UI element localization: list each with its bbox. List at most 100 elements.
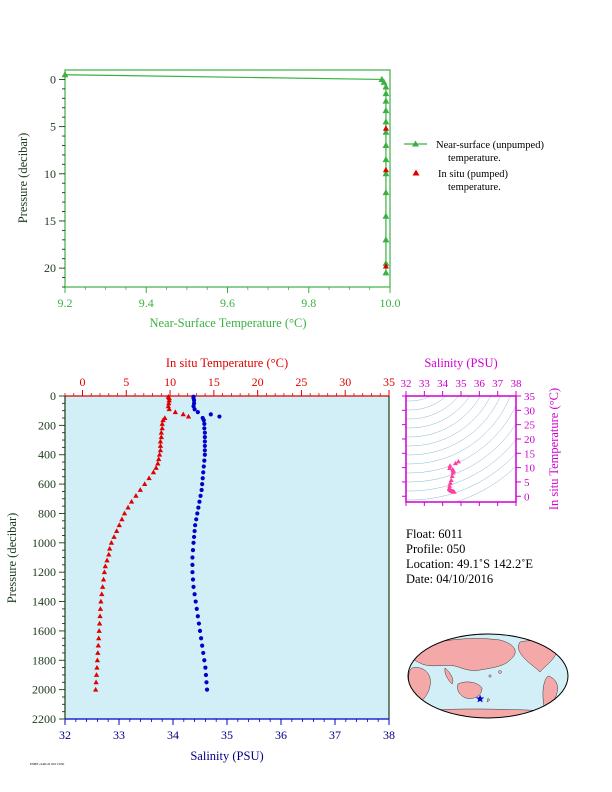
float-location: Location: 49.1˚S 142.2˚E: [406, 557, 533, 571]
salinity-axis-title: Salinity (PSU): [190, 749, 263, 763]
ts-x-tick-label: 37: [492, 378, 504, 390]
ts-temperature-ticks: 0 5 10 15 20 25 30 35: [402, 391, 536, 503]
ts-point: [453, 460, 458, 466]
salinity-point: [190, 555, 195, 560]
in-situ-point: [382, 166, 389, 173]
temperature-point: [99, 584, 106, 589]
temperature-point: [156, 451, 163, 457]
legend-green-triangle: [412, 140, 419, 147]
world-map: [407, 633, 569, 719]
y-tick-label: 15: [44, 214, 56, 228]
isopycnal-line: [406, 453, 516, 501]
temperature-point: [157, 438, 164, 444]
ts-x-tick-label: 33: [419, 378, 431, 390]
x-tick-label: 9.4: [139, 296, 154, 310]
ts-x-tick-label: 34: [437, 378, 449, 390]
salinity-point: [191, 540, 196, 545]
sal-tick-label: 33: [113, 728, 125, 742]
map-frame: [407, 633, 569, 719]
salinity-point: [191, 584, 196, 589]
near-surface-point: [382, 170, 390, 177]
salinity-point: [201, 470, 206, 475]
sal-tick-label: 37: [329, 728, 341, 742]
salinity-point: [201, 650, 206, 656]
profile-chart: 0 5 10 15 20 25 30 35 32 33 34 35 36 37 38 0 200 400 600…: [5, 356, 395, 763]
pressure-ticks: 0 200 400 600 800 1000 1200 1400 1600 1800 2000 220…: [32, 389, 65, 726]
ts-y-tick-label: 0: [524, 491, 530, 503]
salinity-point: [194, 606, 199, 611]
salinity-point: [190, 570, 195, 575]
temperature-point: [94, 657, 101, 663]
salinity-point: [202, 458, 207, 463]
salinity-point: [195, 410, 200, 415]
ts-x-tick-label: 32: [401, 378, 412, 390]
near-surface-point: [382, 83, 390, 90]
temperature-point: [106, 545, 113, 551]
ts-isopycnal-lines: [406, 396, 516, 502]
temp-tick-label: 5: [123, 375, 129, 389]
near-surface-point: [382, 189, 390, 196]
isopycnal-line: [406, 439, 516, 492]
salinity-point: [191, 534, 197, 540]
temperature-point: [94, 664, 100, 670]
ts-x-tick-label: 36: [474, 378, 486, 390]
isopycnal-line: [406, 396, 511, 465]
pressure-tick-label: 2000: [32, 683, 56, 697]
float-info: Float: 6011 Profile: 050 Location: 49.1˚…: [406, 527, 533, 586]
salinity-point: [192, 592, 197, 597]
near-surface-x-ticks: 9.2 9.4 9.6 9.8 10.0: [58, 287, 401, 310]
near-surface-point: [382, 118, 390, 125]
ts-point: [447, 480, 453, 485]
ts-points: [446, 459, 461, 494]
ts-point: [449, 473, 455, 479]
pressure-tick-label: 600: [38, 477, 56, 491]
legend-entry-2-line2: temperature.: [448, 182, 501, 193]
temperature-point: [142, 481, 148, 487]
isopycnal-line: [406, 396, 501, 456]
profile-number: Profile: 050: [406, 542, 465, 556]
salinity-point: [198, 493, 203, 498]
legend-entry-1-line2: temperature.: [448, 153, 501, 164]
near-surface-point: [382, 141, 390, 148]
float-id: Float: 6011: [406, 527, 463, 541]
temp-tick-label: 15: [208, 375, 220, 389]
temperature-point: [137, 487, 143, 492]
salinity-point: [200, 481, 205, 487]
temp-tick-label: 10: [164, 375, 176, 389]
salinity-point: [200, 643, 205, 648]
near-surface-point: [382, 269, 390, 276]
ts-y-label: In situ Temperature (°C): [547, 388, 561, 510]
temperature-point: [153, 465, 159, 470]
isopycnal-line: [406, 396, 491, 447]
sal-tick-label: 32: [59, 728, 71, 742]
ts-x-tick-label: 38: [511, 378, 523, 390]
temperature-point: [159, 421, 165, 426]
near-surface-x-label: Near-Surface Temperature (°C): [149, 316, 306, 330]
salinity-point: [202, 421, 207, 426]
ts-y-tick-label: 25: [524, 420, 536, 432]
temperature-axis-title: In situ Temperature (°C): [166, 356, 288, 370]
salinity-point: [194, 517, 199, 522]
temperature-point: [92, 686, 99, 692]
salinity-point: [197, 499, 202, 504]
temperature-point: [108, 540, 115, 545]
temperature-point: [93, 679, 99, 685]
temp-tick-label: 0: [80, 375, 86, 389]
salinity-point: [203, 672, 209, 678]
salinity-point: [202, 439, 207, 444]
temp-tick-label: 20: [252, 375, 264, 389]
temperature-point: [97, 613, 103, 619]
salinity-point: [203, 665, 208, 670]
temperature-point: [100, 576, 107, 582]
near-surface-point: [382, 259, 390, 266]
near-surface-legend: Near-surface (unpumped) temperature. In …: [404, 140, 544, 193]
temperature-point: [160, 417, 166, 423]
temperature-point: [185, 413, 192, 419]
temperature-point: [146, 475, 152, 481]
salinity-point: [202, 443, 207, 449]
sal-tick-label: 35: [221, 728, 233, 742]
salinity-point: [195, 511, 200, 516]
profile-date: Date: 04/10/2016: [406, 572, 493, 586]
temperature-point: [180, 411, 186, 417]
profile-series: [92, 393, 222, 692]
